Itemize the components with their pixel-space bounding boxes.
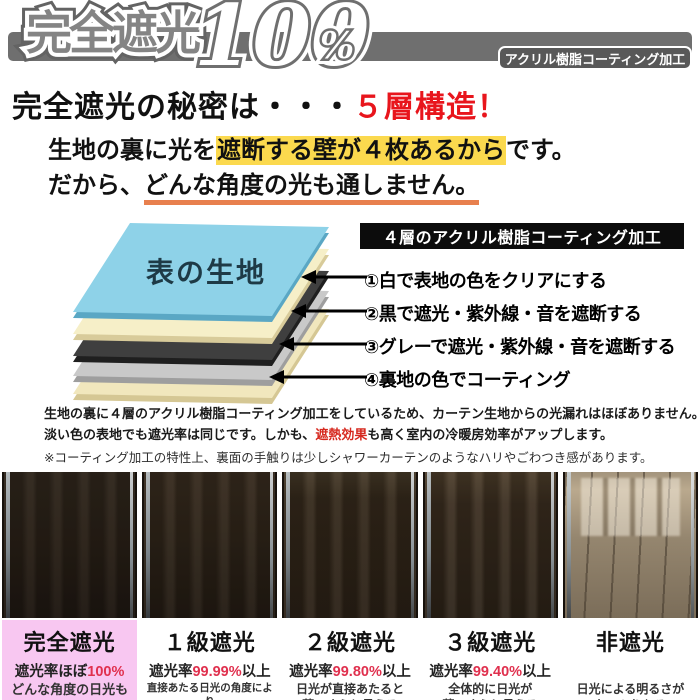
grade-desc-line1: どんな角度の日光も	[11, 682, 129, 697]
intro-line1-highlight: 遮断する壁が４枚あるから	[216, 136, 506, 165]
grade-rate-post: 以上	[241, 664, 271, 680]
logo-100-number: 100 100 100	[187, 0, 375, 85]
layer-diagram	[73, 223, 367, 404]
layer-top-fabric	[73, 223, 329, 322]
explanation-line-2: 淡い色の表地でも遮光率は同じです。しかも、遮熱効果も高く室内の冷暖房効率がアップ…	[44, 424, 700, 445]
acrylic-coating-tag-label: アクリル樹脂コーティング加工	[504, 51, 686, 67]
logo-blackout-outline: 完全遮光	[19, 3, 208, 63]
grade-description: 直接あたる日光の角度により 光がチラチラ見える	[142, 681, 277, 700]
grade-title: ３級遮光	[444, 630, 537, 655]
explanation-line2-post: も高く室内の冷暖房効率がアップします。	[367, 427, 614, 442]
grade-rate-post: 以上	[522, 664, 552, 680]
grade-desc-line1: 全体的に日光が	[448, 682, 533, 696]
grade-desc-line2: たっぷり入る	[563, 697, 698, 700]
headline-black-text: 完全遮光の秘密は・・・	[12, 91, 353, 124]
grade-desc-line1: 日光が直接あたると	[296, 682, 405, 696]
top-fabric-label: 表の生地	[145, 257, 266, 288]
intro-line2-pre: だから、	[48, 172, 144, 199]
grade-description: 日光が直接あたると 薄っすらと見える	[282, 681, 417, 700]
intro-line1-post: です。	[506, 137, 576, 164]
grade-rate-pre: 遮光率	[148, 664, 193, 680]
logo-percent-sign: % % %	[314, 23, 359, 70]
curtain-photo-strip	[2, 472, 699, 618]
grade-desc-line1: 直接あたる日光の角度により	[146, 682, 273, 700]
grade-level1: １級遮光 遮光率99.99%以上 直接あたる日光の角度により 光がチラチラ見える	[142, 620, 277, 700]
grade-rate: 遮光率ほぼ100%	[2, 660, 137, 680]
coating-step-3: ③グレーで遮光・紫外線・音を遮断する	[364, 337, 676, 357]
grade-rate-value: 100%	[87, 664, 125, 680]
intro-line-2: だから、どんな角度の光も通しません。	[48, 168, 576, 205]
explanation-line2-red: 遮熱効果	[315, 427, 368, 442]
grade-rate-value: 99.99%	[192, 664, 242, 680]
grade-desc-line1: 日光による明るさが	[576, 682, 685, 696]
curtain-photo-grade1	[142, 472, 278, 618]
coating-title-text: ４層のアクリル樹脂コーティング加工	[382, 230, 662, 247]
layer-arrows	[269, 270, 367, 384]
acrylic-coating-tag: アクリル樹脂コーティング加工	[498, 46, 692, 70]
grade-level3: ３級遮光 遮光率99.40%以上 全体的に日光が 薄っすらと見える	[423, 620, 558, 700]
curtain-photo-complete-blackout	[2, 472, 138, 618]
explanation-line2-pre: 淡い色の表地でも遮光率は同じです。しかも、	[44, 427, 316, 442]
grade-title: ２級遮光	[304, 630, 397, 655]
grade-desc-line2: 薄っすらと見える	[282, 697, 417, 700]
grade-rate-pre: 遮光率ほぼ	[14, 664, 88, 680]
grade-title: 非遮光	[595, 630, 665, 655]
section-headline: 完全遮光の秘密は・・・５層構造！	[12, 82, 508, 126]
grade-rate: 遮光率99.99%以上	[142, 660, 277, 680]
coating-step-2: ②黒で遮光・紫外線・音を遮断する	[364, 304, 642, 324]
grade-rate-pre: 遮光率	[289, 664, 333, 680]
grade-rate-value: 99.80%	[332, 664, 382, 680]
caution-note: ※コーティング加工の特性上、裏面の手触りは少しシャワーカーテンのようなハリやごわ…	[44, 451, 653, 465]
grade-rate-post: 以上	[381, 664, 411, 680]
curtain-photo-non-blackout	[562, 472, 699, 618]
logo-100-outline-gray: 100	[191, 0, 372, 85]
explanation-paragraph: 生地の裏に４層のアクリル樹脂コーティング加工をしているため、カーテン生地からの光…	[44, 403, 700, 445]
intro-line-1: 生地の裏に光を遮断する壁が４枚あるからです。	[48, 133, 576, 168]
grade-description: どんな角度の日光も 光をほぼ遮る	[2, 681, 137, 700]
coating-step-4: ④裏地の色でコーティング	[364, 370, 571, 390]
grade-complete-blackout: 完全遮光 遮光率ほぼ100% どんな角度の日光も 光をほぼ遮る	[2, 620, 138, 700]
logo-blackout-outline-white: 完全遮光	[22, 6, 205, 60]
grade-rate	[563, 660, 698, 678]
coating-title-box: ４層のアクリル樹脂コーティング加工	[360, 223, 684, 249]
explanation-line-1: 生地の裏に４層のアクリル樹脂コーティング加工をしているため、カーテン生地からの光…	[44, 406, 700, 421]
grade-description: 全体的に日光が 薄っすらと見える	[423, 681, 558, 700]
grade-rate: 遮光率99.40%以上	[423, 660, 558, 680]
grade-description: 日光による明るさが たっぷり入る	[563, 681, 698, 700]
window-light-glow	[580, 478, 681, 536]
logo-percent-outline: %	[314, 23, 359, 70]
logo-percent-outline-gray: %	[317, 25, 356, 67]
grade-rate-value: 99.40%	[472, 664, 523, 680]
arrow-head-4	[269, 370, 284, 384]
grade-level2: ２級遮光 遮光率99.80%以上 日光が直接あたると 薄っすらと見える	[282, 620, 417, 700]
arrow-head-3	[279, 337, 294, 351]
logo-100-fill: 100	[194, 0, 370, 85]
headline-red-text: ５層構造！	[353, 91, 508, 124]
logo-blackout-text: 完全遮光 完全遮光 完全遮光	[19, 3, 208, 63]
coating-step-1: ①白で表地の色をクリアにする	[364, 271, 607, 291]
grade-rate-pre: 遮光率	[429, 664, 473, 680]
intro-paragraph: 生地の裏に光を遮断する壁が４枚あるからです。 だから、どんな角度の光も通しません…	[48, 133, 576, 205]
curtain-photo-grade2	[282, 472, 418, 618]
grade-non-blackout: 非遮光 日光による明るさが たっぷり入る	[563, 620, 698, 700]
arrow-head-2	[291, 304, 306, 318]
logo-blackout-fill: 完全遮光	[26, 7, 201, 59]
intro-line1-pre: 生地の裏に光を	[48, 137, 216, 164]
grade-label-row: 完全遮光 遮光率ほぼ100% どんな角度の日光も 光をほぼ遮る １級遮光 遮光率…	[2, 620, 698, 700]
arrow-head-1	[301, 270, 316, 284]
grade-title: １級遮光	[163, 630, 256, 655]
grade-rate: 遮光率99.80%以上	[282, 660, 417, 680]
logo-percent-fill: %	[320, 25, 355, 67]
grade-title: 完全遮光	[23, 630, 116, 655]
intro-line2-underlined: どんな角度の光も通しません。	[144, 172, 480, 205]
logo-100-outline: 100	[187, 0, 375, 85]
curtain-photo-grade3	[422, 472, 558, 618]
grade-desc-line2: 薄っすらと見える	[423, 697, 558, 700]
